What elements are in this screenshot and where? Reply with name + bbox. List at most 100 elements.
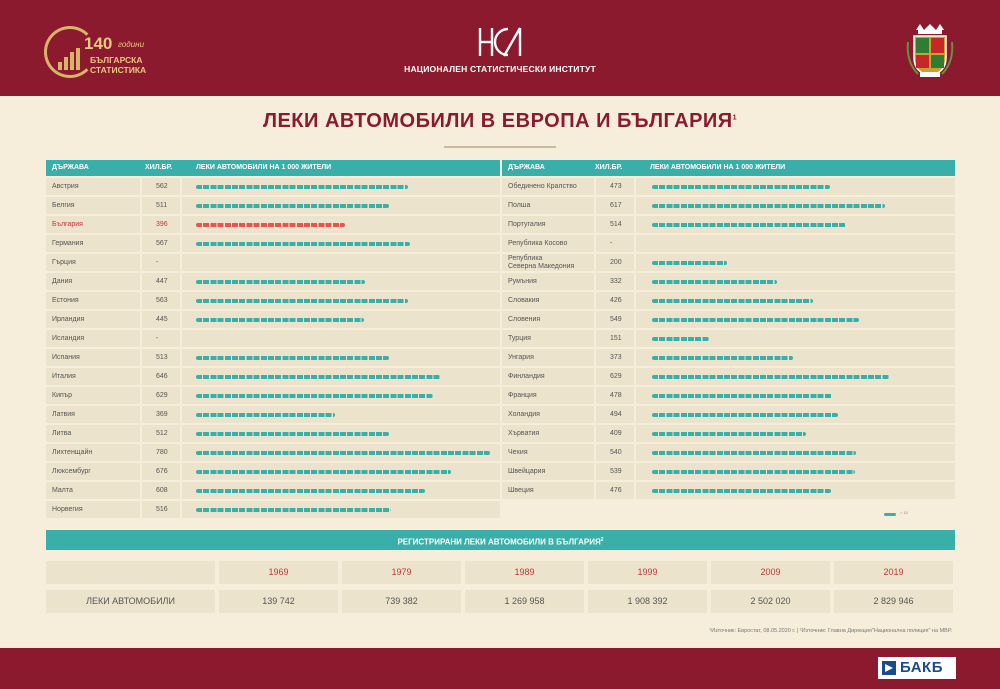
country-value: - <box>156 335 159 342</box>
registered-year: 1999 <box>588 561 707 584</box>
bar-cell <box>636 482 955 499</box>
country-value: 396 <box>156 221 168 228</box>
bar-cell <box>636 273 955 290</box>
bar-cell <box>636 330 955 347</box>
country-value: 373 <box>610 354 622 361</box>
country-value: 780 <box>156 449 168 456</box>
car-bar <box>652 489 831 493</box>
footer-band <box>0 648 1000 689</box>
page-title: ЛЕКИ АВТОМОБИЛИ В ЕВРОПА И БЪЛГАРИЯ1 <box>262 110 738 132</box>
bar-cell <box>182 235 500 252</box>
bar-cell <box>182 482 500 499</box>
title-divider <box>444 146 556 148</box>
footnote: ¹Източник: Евростат, 08.05.2020 г. | ²Из… <box>709 628 952 634</box>
country-name: Исландия <box>52 335 85 342</box>
bar-cell <box>182 216 500 233</box>
header-country: ДЪРЖАВА <box>508 164 545 171</box>
country-name: Норвегия <box>52 506 83 513</box>
car-bar <box>196 185 408 189</box>
car-bar <box>652 299 813 303</box>
country-name: Франция <box>508 392 537 399</box>
country-name: Хърватия <box>508 430 540 437</box>
car-bar <box>196 318 364 322</box>
registered-value: 1 908 392 <box>588 590 707 613</box>
country-value: - <box>156 259 159 266</box>
registered-value: 2 502 020 <box>711 590 830 613</box>
country-name: България <box>52 221 83 228</box>
country-value: 549 <box>610 316 622 323</box>
country-name: Германия <box>52 240 84 247</box>
bar-cell <box>182 387 500 404</box>
bar-cell <box>182 292 500 309</box>
country-name: Румъния <box>508 278 537 285</box>
bar-cell <box>636 197 955 214</box>
country-name: Латвия <box>52 411 75 418</box>
country-name: Холандия <box>508 411 540 418</box>
car-bar <box>196 413 335 417</box>
country-value: 539 <box>610 468 622 475</box>
car-bar <box>196 242 410 246</box>
anniversary-line1: БЪЛГАРСКА <box>90 55 143 65</box>
country-name: Унгария <box>508 354 534 361</box>
bakb-logo: БАКБ <box>878 657 956 679</box>
country-name: Малта <box>52 487 73 494</box>
country-value: 514 <box>610 221 622 228</box>
bar-cell <box>182 330 500 347</box>
bar-cell <box>182 273 500 290</box>
registered-value: 139 742 <box>219 590 338 613</box>
country-value: 629 <box>610 373 622 380</box>
country-name: Швеция <box>508 487 534 494</box>
car-bar <box>652 204 885 208</box>
registered-year: 1989 <box>465 561 584 584</box>
country-value: 513 <box>156 354 168 361</box>
country-value: 516 <box>156 506 168 513</box>
registered-empty-cell <box>46 561 215 584</box>
bar-cell <box>636 368 955 385</box>
country-name: Словения <box>508 316 541 323</box>
bar-chart-icon <box>58 48 84 70</box>
bar-cell <box>182 501 500 518</box>
car-bar <box>196 508 391 512</box>
table-header-left: ДЪРЖАВА ХИЛ.БР. ЛЕКИ АВТОМОБИЛИ НА 1 000… <box>46 160 500 176</box>
registered-value: 739 382 <box>342 590 461 613</box>
country-name: Австрия <box>52 183 79 190</box>
bakb-icon <box>882 661 896 675</box>
country-value: 567 <box>156 240 168 247</box>
bar-cell <box>636 292 955 309</box>
bar-cell <box>182 197 500 214</box>
registered-label: ЛЕКИ АВТОМОБИЛИ <box>46 590 215 613</box>
country-name: Швейцария <box>508 468 546 475</box>
country-value: 332 <box>610 278 622 285</box>
country-name: Италия <box>52 373 76 380</box>
bar-cell <box>636 349 955 366</box>
legend-text: = 10 <box>900 510 908 515</box>
car-bar <box>652 337 709 341</box>
registered-title: РЕГИСТРИРАНИ ЛЕКИ АВТОМОБИЛИ В БЪЛГАРИЯ2 <box>46 530 955 550</box>
country-name: Люксембург <box>52 468 91 475</box>
bar-cell <box>636 387 955 404</box>
bar-cell <box>182 425 500 442</box>
country-name: Словакия <box>508 297 540 304</box>
legend: = 10 <box>884 510 956 517</box>
bar-cell <box>182 406 500 423</box>
country-name: Ирландия <box>52 316 85 323</box>
country-value: 512 <box>156 430 168 437</box>
registered-year: 2009 <box>711 561 830 584</box>
car-bar <box>652 356 793 360</box>
car-bar <box>196 204 389 208</box>
country-value: 476 <box>610 487 622 494</box>
car-bar <box>652 451 856 455</box>
country-value: 369 <box>156 411 168 418</box>
bar-cell <box>636 406 955 423</box>
car-bar <box>196 470 451 474</box>
car-bar <box>196 299 408 303</box>
car-bar <box>196 432 389 436</box>
car-bar <box>196 451 490 455</box>
car-bar <box>196 375 440 379</box>
country-name: Литва <box>52 430 72 437</box>
country-name: Лихтенщайн <box>52 449 93 456</box>
car-bar <box>652 394 832 398</box>
country-name: Белгия <box>52 202 75 209</box>
country-name: Кипър <box>52 392 73 399</box>
country-value: 445 <box>156 316 168 323</box>
